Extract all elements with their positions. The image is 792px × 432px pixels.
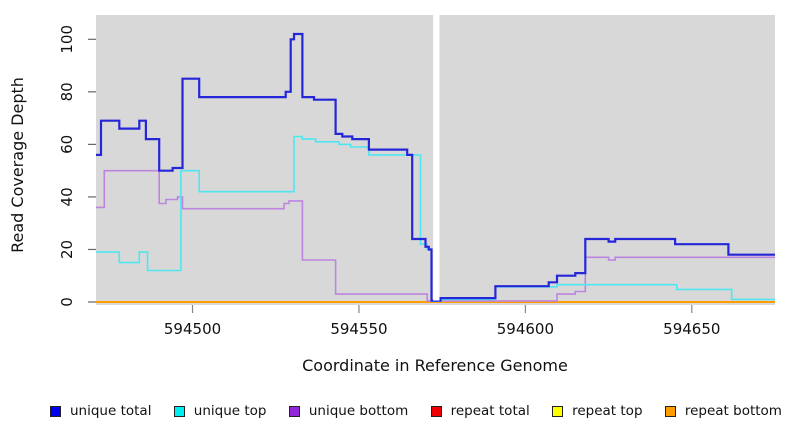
y-tick-label: 0: [58, 297, 76, 307]
legend-label: repeat total: [450, 403, 530, 419]
x-tick-label: 594650: [663, 320, 720, 338]
y-axis-ticks: 0 20 40 60 80 100: [58, 25, 96, 307]
series-unique-total-line: [96, 32, 775, 302]
unique-top-swatch-icon: [173, 405, 185, 417]
legend-label: unique bottom: [308, 403, 409, 419]
legend-item-unique-top: unique top: [173, 403, 267, 419]
legend-item-unique-bottom: unique bottom: [288, 403, 409, 419]
legend-item-repeat-top: repeat top: [552, 403, 643, 419]
x-tick-label: 594550: [330, 320, 387, 338]
repeat-top-swatch-icon: [552, 405, 564, 417]
repeat-bottom-swatch-icon: [664, 405, 676, 417]
y-tick-label: 60: [58, 135, 76, 154]
legend-label: repeat bottom: [684, 403, 782, 419]
legend-item-unique-total: unique total: [50, 403, 151, 419]
series-lines: [96, 32, 775, 303]
legend-label: repeat top: [572, 403, 643, 419]
unique-bottom-swatch-icon: [288, 405, 300, 417]
y-tick-label: 40: [58, 187, 76, 206]
y-axis-title: Read Coverage Depth: [8, 77, 27, 253]
x-axis-ticks: 594500 594550 594600 594650: [164, 305, 720, 338]
legend-label: unique total: [70, 403, 152, 419]
y-tick-label: 80: [58, 82, 76, 101]
legend-label: unique top: [193, 403, 267, 419]
legend-item-repeat-total: repeat total: [430, 403, 530, 419]
y-tick-label: 20: [58, 240, 76, 259]
legend: unique total unique top unique bottom re…: [0, 397, 792, 425]
assembly-gap-band: [433, 14, 440, 301]
legend-item-repeat-bottom: repeat bottom: [664, 403, 782, 419]
x-axis-title: Coordinate in Reference Genome: [302, 356, 568, 375]
x-tick-label: 594500: [164, 320, 221, 338]
x-tick-label: 594600: [497, 320, 554, 338]
gap-band-rect: [433, 14, 440, 301]
repeat-total-swatch-icon: [430, 405, 442, 417]
y-tick-label: 100: [58, 25, 76, 54]
unique-total-swatch-icon: [50, 405, 61, 417]
